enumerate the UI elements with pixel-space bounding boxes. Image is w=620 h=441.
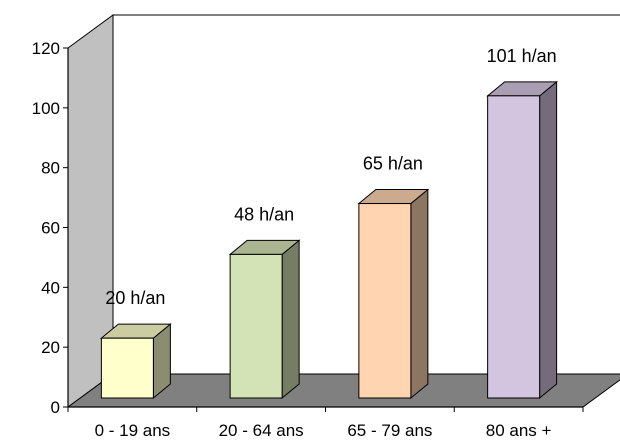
x-category-label: 65 - 79 ans (347, 421, 432, 440)
bars: 20 h/an 48 h/an 65 h/an 101 h/an (99, 46, 559, 400)
bar-front (229, 253, 283, 399)
y-tick-label: 100 (32, 99, 60, 118)
y-tick-label: 40 (41, 278, 60, 297)
x-category-label: 0 - 19 ans (95, 421, 171, 440)
y-tick-label: 20 (41, 338, 60, 357)
data-label: 65 h/an (363, 154, 423, 174)
bar (486, 80, 559, 400)
x-axis: 0 - 19 ans 20 - 64 ans 65 - 79 ans 80 ans + (67, 406, 584, 440)
bar (357, 188, 430, 400)
bar-front (358, 203, 412, 399)
data-label: 20 h/an (105, 288, 165, 308)
bar (228, 239, 301, 400)
y-tick-label: 120 (32, 39, 60, 58)
bar-side (539, 80, 558, 400)
x-category-label: 80 ans + (486, 421, 552, 440)
y-tick-label: 80 (41, 159, 60, 178)
bar-front (487, 95, 541, 399)
y-tick-label: 60 (41, 219, 60, 238)
x-category-label: 20 - 64 ans (219, 421, 304, 440)
data-label: 48 h/an (234, 204, 294, 224)
data-label: 101 h/an (487, 46, 557, 66)
y-tick-label: 0 (51, 398, 60, 417)
bar-side (281, 239, 300, 400)
bar-front (100, 337, 154, 399)
bar (99, 323, 172, 400)
bar-side (410, 188, 429, 400)
y-axis: 0 20 40 60 80 100 120 (32, 39, 69, 417)
